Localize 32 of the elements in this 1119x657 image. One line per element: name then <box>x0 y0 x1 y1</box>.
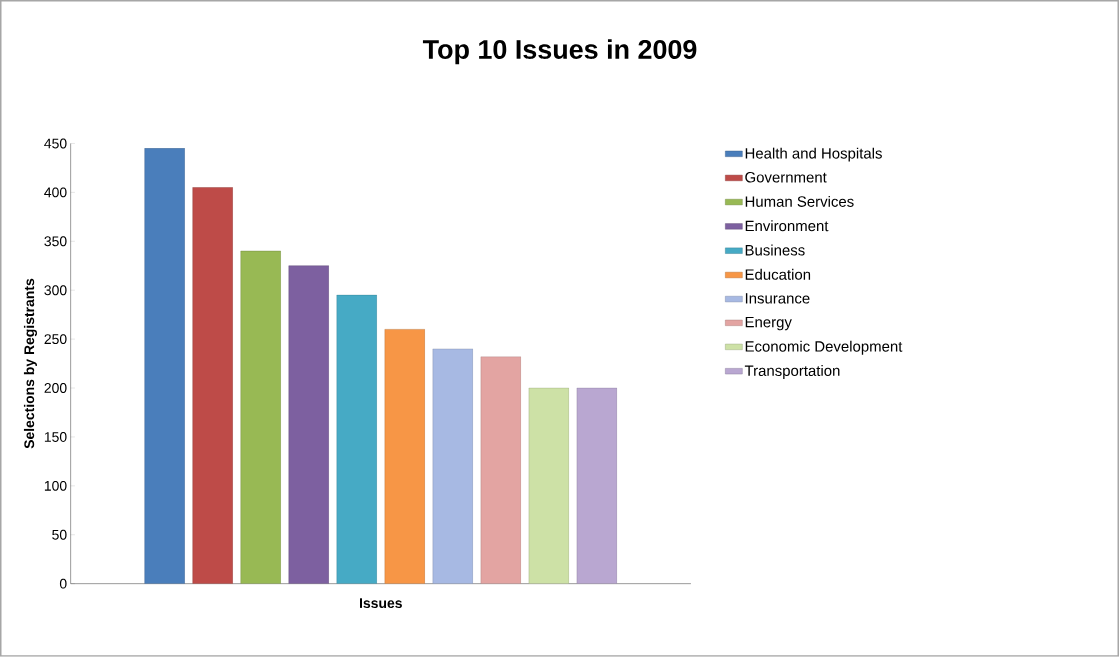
bar <box>144 148 185 584</box>
y-tick-label: 400 <box>44 187 67 198</box>
x-axis-title: Issues <box>360 598 402 609</box>
chart-title: Top 10 Issues in 2009 <box>422 39 697 65</box>
bar <box>480 356 522 584</box>
legend-label: Government <box>745 172 827 183</box>
y-tick-label: 200 <box>44 383 67 394</box>
bar <box>528 387 570 584</box>
y-tick-label: 100 <box>44 481 67 491</box>
legend-label: Health and Hospitals <box>745 147 882 162</box>
y-tick-label: 150 <box>44 432 67 442</box>
bar <box>576 387 618 584</box>
y-tick-label: 0 <box>59 578 67 589</box>
y-tick-label: 50 <box>52 529 67 540</box>
y-tick-label: 450 <box>44 138 67 149</box>
y-tick-label: 300 <box>44 285 67 296</box>
y-tick-label: 350 <box>44 236 67 247</box>
bar <box>288 265 329 584</box>
legend-label: Education <box>745 268 811 280</box>
legend-label: Economic Development <box>745 340 903 355</box>
y-axis-title: Selections by Registrants <box>23 278 37 449</box>
y-tick-label: 250 <box>44 334 67 345</box>
legend-label: Business <box>745 244 805 256</box>
legend-label: Transportation <box>744 365 840 380</box>
legend-label: Insurance <box>745 293 810 304</box>
bar <box>192 187 233 584</box>
bar <box>432 348 474 584</box>
bar <box>240 250 281 584</box>
legend-label: Environment <box>745 220 829 232</box>
bar <box>336 295 377 584</box>
legend-label: Human Services <box>745 196 854 207</box>
legend-label: Energy <box>745 317 792 331</box>
